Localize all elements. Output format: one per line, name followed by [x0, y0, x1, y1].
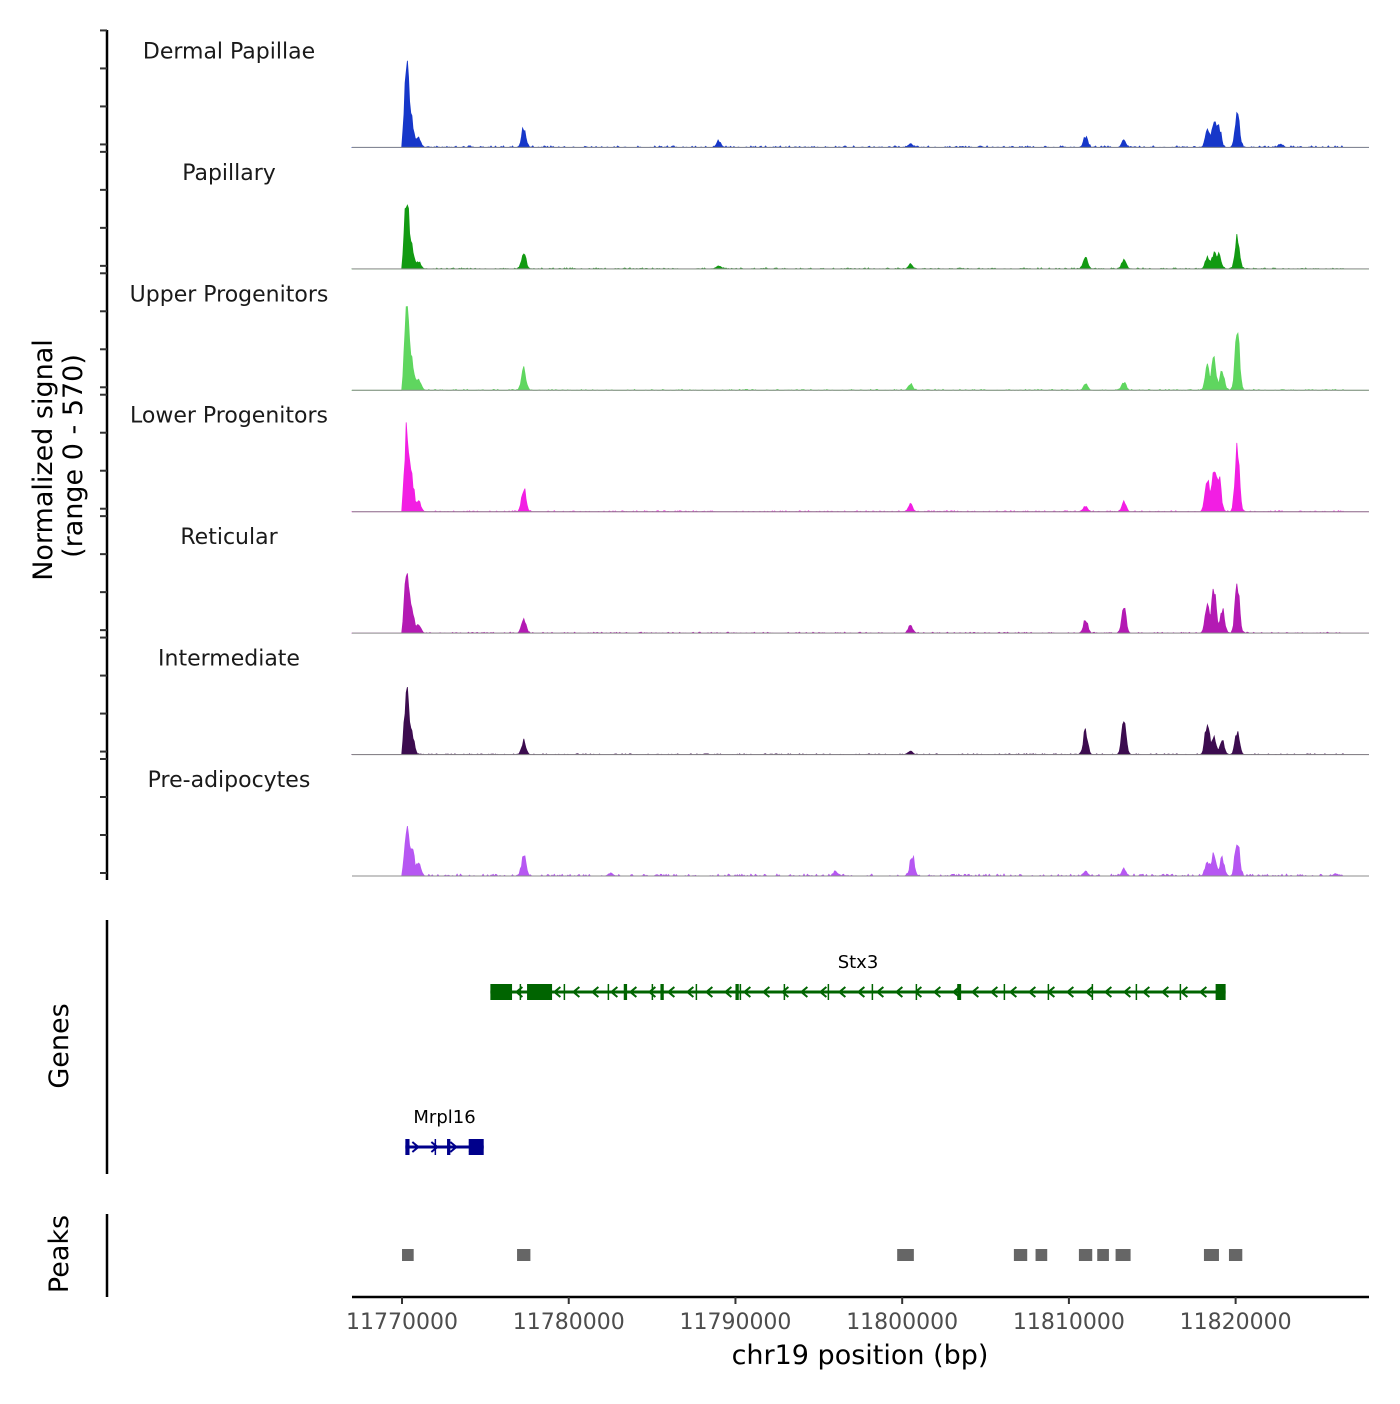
- strand-chevron: [1141, 986, 1151, 998]
- peak-track: [402, 1249, 1243, 1261]
- strand-chevron: [590, 986, 600, 998]
- x-tick-label: 11800000: [846, 1310, 958, 1335]
- strand-chevron: [552, 986, 562, 998]
- x-tick-label: 11820000: [1180, 1310, 1292, 1335]
- track-dermal-papillae: Dermal Papillae: [143, 39, 1370, 149]
- coverage-area: [351, 422, 1370, 513]
- exon: [623, 984, 628, 1000]
- y-axis-title: Normalized signal: [28, 339, 59, 581]
- x-tick-label: 11770000: [346, 1310, 458, 1335]
- strand-chevron: [989, 986, 999, 998]
- strand-chevron: [818, 986, 828, 998]
- exon: [468, 1139, 484, 1155]
- strand-chevron: [1103, 986, 1113, 998]
- strand-chevron: [449, 1141, 458, 1153]
- track-label: Pre-adipocytes: [148, 768, 311, 793]
- exon: [660, 984, 664, 1000]
- exon: [405, 1139, 410, 1155]
- track-label: Intermediate: [158, 647, 300, 672]
- track-reticular: Reticular: [180, 525, 1370, 634]
- peak-region: [1228, 1249, 1243, 1261]
- strand-chevron: [742, 986, 752, 998]
- strand-chevron: [1122, 986, 1132, 998]
- exon: [527, 984, 553, 1000]
- strand-chevron: [666, 986, 676, 998]
- gene-track: Stx3 Mrpl16: [405, 952, 1226, 1155]
- strand-chevron: [856, 986, 866, 998]
- track-label: Papillary: [182, 161, 276, 186]
- strand-chevron: [799, 986, 809, 998]
- peak-region: [897, 1249, 914, 1261]
- strand-chevron: [411, 1141, 420, 1153]
- exon: [490, 984, 513, 1000]
- strand-chevron: [647, 986, 657, 998]
- exon: [1215, 984, 1226, 1000]
- track-upper-progenitors: Upper Progenitors: [130, 282, 1370, 391]
- coverage-area: [351, 573, 1370, 634]
- exon: [735, 984, 739, 1000]
- peaks-axis-title: Peaks: [44, 1215, 75, 1293]
- x-tick-label: 11780000: [513, 1310, 625, 1335]
- strand-chevron: [932, 986, 942, 998]
- strand-chevron: [1179, 986, 1189, 998]
- strand-chevron: [913, 986, 923, 998]
- exon: [447, 1139, 451, 1155]
- peak-region: [1078, 1249, 1093, 1261]
- track-label: Lower Progenitors: [130, 404, 328, 429]
- peak-region: [1097, 1249, 1109, 1261]
- track-papillary: Papillary: [182, 161, 1370, 270]
- strand-chevron: [1027, 986, 1037, 998]
- strand-chevron: [430, 1141, 439, 1153]
- x-axis-title: chr19 position (bp): [732, 1340, 989, 1371]
- x-axis-ticks: 11770000 11780000 11790000 11800000 11810000…: [346, 1297, 1292, 1335]
- strand-chevron: [685, 986, 695, 998]
- coverage-area: [351, 60, 1370, 149]
- coverage-tracks: Dermal Papillae Papillary Upper Progenitor…: [130, 39, 1370, 877]
- exon: [957, 984, 961, 1000]
- track-lower-progenitors: Lower Progenitors: [130, 404, 1370, 513]
- peak-region: [402, 1249, 414, 1261]
- strand-chevron: [780, 986, 790, 998]
- strand-chevron: [1160, 986, 1170, 998]
- strand-chevron: [1065, 986, 1075, 998]
- coverage-area: [351, 687, 1370, 756]
- track-label: Dermal Papillae: [143, 39, 315, 64]
- peak-region: [517, 1249, 531, 1261]
- strand-chevron: [894, 986, 904, 998]
- gene-stx3: Stx3: [490, 952, 1226, 1000]
- strand-chevron: [1198, 986, 1208, 998]
- x-tick-label: 11810000: [1013, 1310, 1125, 1335]
- gene-label: Stx3: [838, 952, 879, 973]
- signal-axis: [100, 29, 109, 880]
- genes-axis-title: Genes: [44, 1003, 75, 1088]
- strand-chevron: [875, 986, 885, 998]
- peak-region: [1203, 1249, 1219, 1261]
- strand-chevron: [837, 986, 847, 998]
- gene-mrpl16: Mrpl16: [405, 1107, 484, 1155]
- strand-chevron: [571, 986, 581, 998]
- track-label: Upper Progenitors: [130, 282, 329, 307]
- strand-chevron: [628, 986, 638, 998]
- track-label: Reticular: [180, 525, 278, 550]
- strand-chevron: [761, 986, 771, 998]
- track-intermediate: Intermediate: [158, 647, 1370, 756]
- x-tick-label: 11790000: [679, 1310, 791, 1335]
- peak-region: [1013, 1249, 1028, 1261]
- strand-chevron: [970, 986, 980, 998]
- strand-chevron: [1008, 986, 1018, 998]
- y-axis-subtitle: (range 0 - 570): [58, 354, 89, 558]
- strand-chevron: [1084, 986, 1094, 998]
- strand-chevron: [723, 986, 733, 998]
- strand-chevron: [609, 986, 619, 998]
- coverage-area: [351, 204, 1370, 270]
- strand-chevron: [704, 986, 714, 998]
- track-pre-adipocytes: Pre-adipocytes: [148, 768, 1369, 877]
- peak-region: [1035, 1249, 1048, 1261]
- coverage-area: [351, 306, 1370, 391]
- gene-label: Mrpl16: [413, 1107, 475, 1128]
- peak-region: [1115, 1249, 1131, 1261]
- coverage-area: [352, 826, 1369, 877]
